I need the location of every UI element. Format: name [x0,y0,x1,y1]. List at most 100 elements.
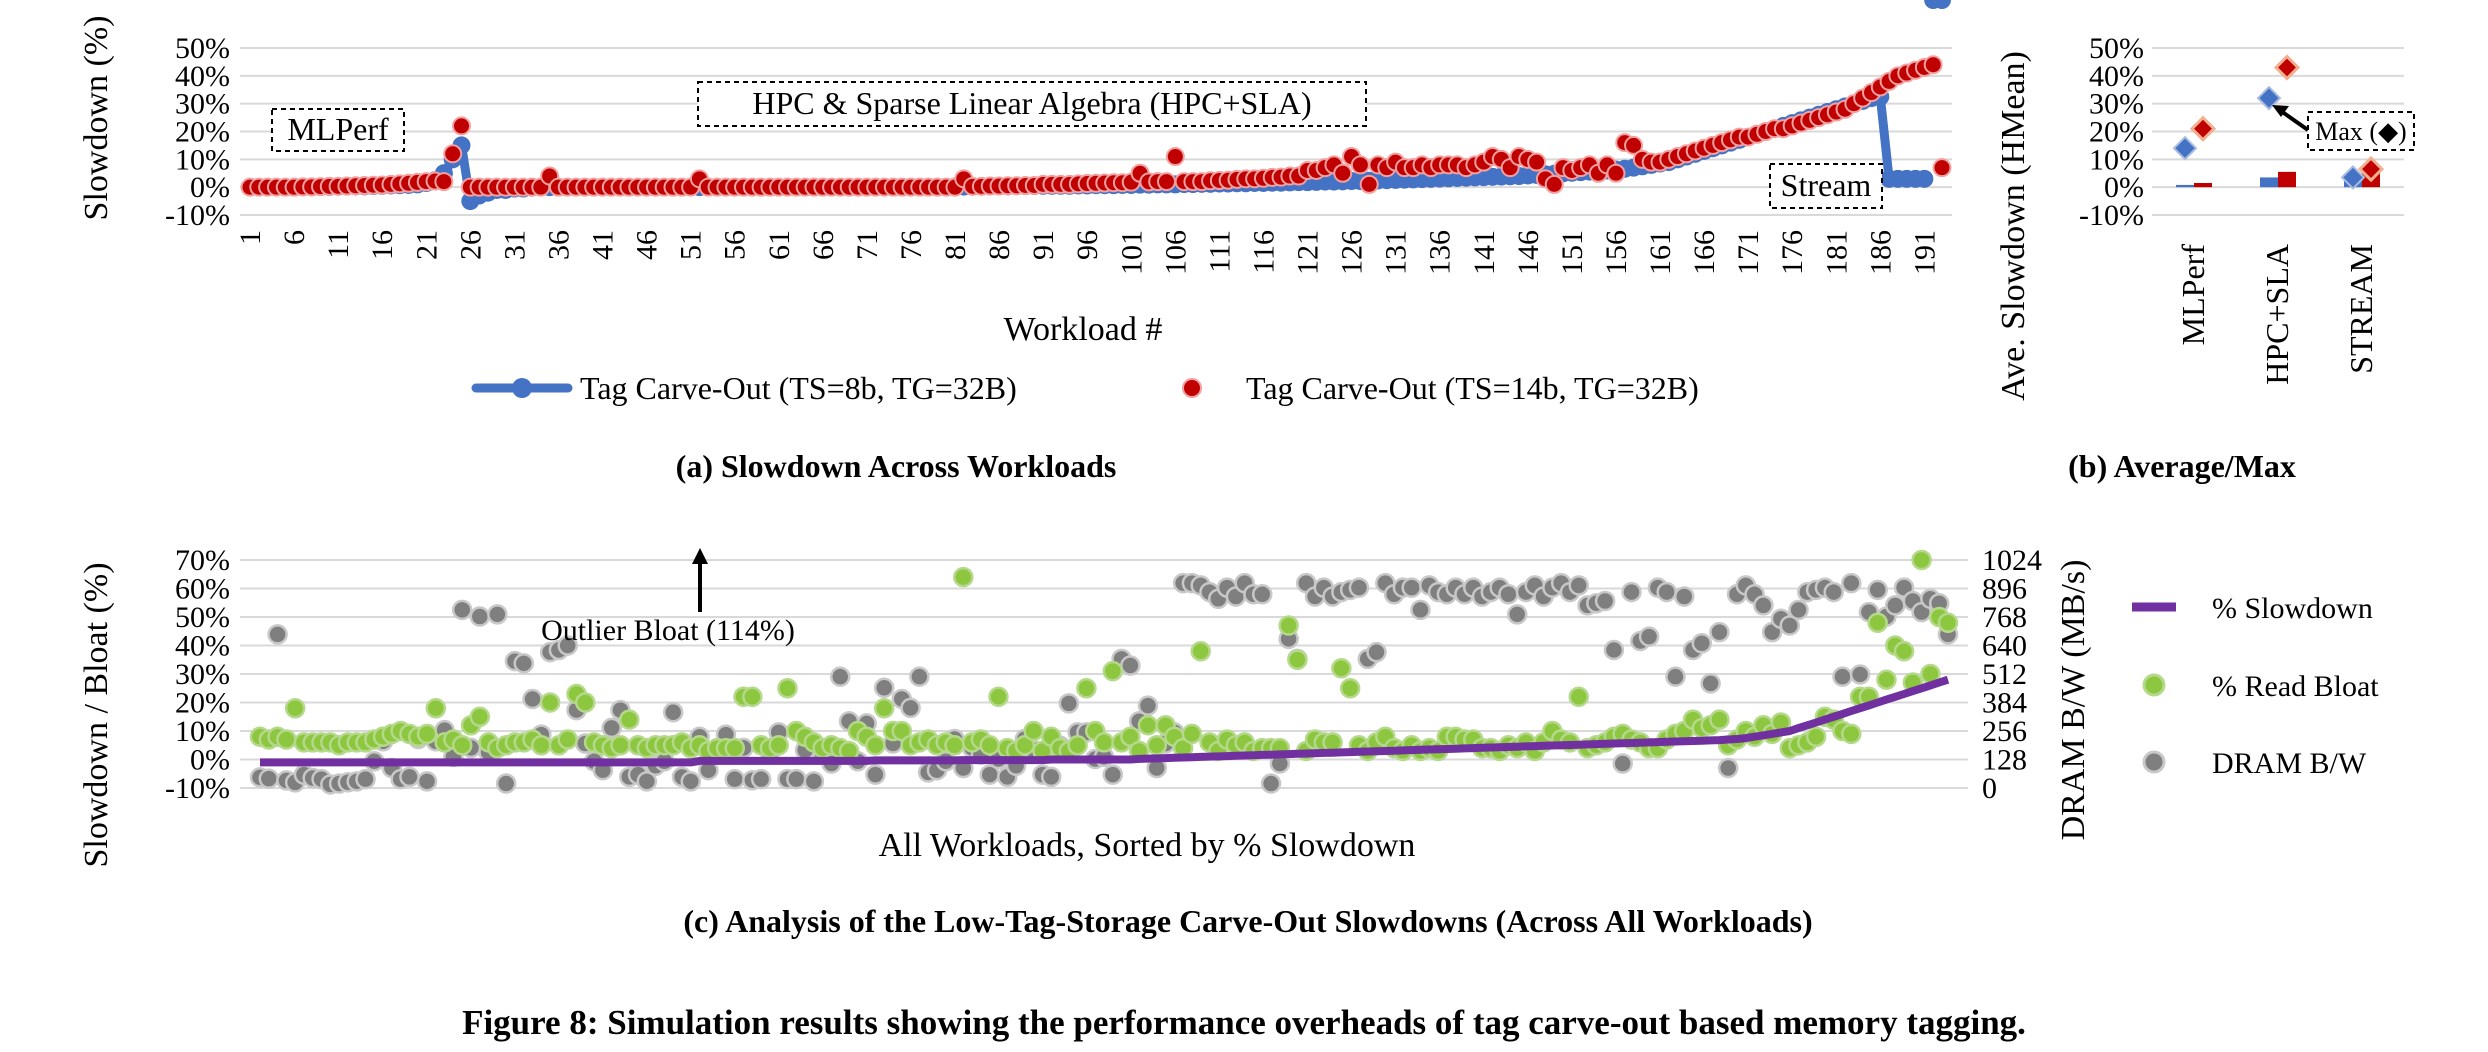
panel-c-point-dram-bw [416,771,438,792]
panel-c-point-dram-bw [803,771,825,792]
legend-8b-marker [512,378,532,398]
outlier-annotation: Outlier Bloat (114%) [541,614,795,647]
panel-a-legend: Tag Carve-Out (TS=8b, TG=32B) Tag Carve-… [471,370,1699,406]
panel-c-point-read-bloat [1102,660,1124,682]
panel-c-point-dram-bw [1348,577,1370,598]
panel-c-point-read-bloat [425,697,447,719]
panel-b-category-label: HPC+SLA [2259,244,2295,385]
panel-c-point-dram-bw [1700,673,1721,694]
legend-read-bloat-marker [2142,673,2166,697]
panel-a-x-tick: 21 [410,230,443,260]
panel-c-point-read-bloat [276,729,297,750]
panel-b-max-8b [2256,85,2282,111]
panel-c-point-read-bloat [1093,732,1115,753]
panel-c-point-dram-bw [469,606,491,627]
panel-c-point-dram-bw [487,604,508,625]
panel-c-point-dram-bw [1717,757,1739,779]
panel-c-y-tick: 20% [175,687,230,720]
panel-c-point-dram-bw [258,768,280,789]
panel-c-point-dram-bw [680,771,702,792]
panel-b-max-14b [2357,155,2385,183]
panel-a-point-8b [1933,0,1951,9]
panel-c-point-read-bloat [610,735,631,756]
panel-a-x-tick: 36 [542,230,575,260]
panel-a-y-tick: 0% [190,171,230,204]
panel-b-bar-14b [2278,171,2296,188]
panel-c-point-read-bloat [1709,709,1730,730]
panel-a-point-14b [1544,174,1564,194]
panel-c-point-read-bloat [1076,678,1097,699]
panel-c-point-dram-bw [1638,626,1660,647]
panel-c-point-dram-bw [1867,579,1888,601]
panel-c-point-dram-bw [1656,581,1677,603]
panel-c-point-read-bloat [284,697,306,719]
panel-a-x-tick: 81 [939,230,972,260]
panel-c-point-dram-bw [1779,615,1800,636]
panel-a-x-tick: 141 [1468,230,1501,275]
panel-a-x-tick: 171 [1732,230,1765,275]
panel-c-right-y-tick: 896 [1982,573,2027,606]
panel-c-point-read-bloat [1911,549,1932,571]
panel-c-point-read-bloat [1137,715,1159,736]
panel-c-point-dram-bw [1621,581,1642,603]
panel-c-point-read-bloat [539,692,561,713]
panel-c-legend: % Slowdown % Read Bloat DRAM B/W [2132,592,2379,780]
panel-c-point-dram-bw [1849,664,1871,685]
panel-a-x-tick: 151 [1556,230,1589,275]
panel-c-caption: (c) Analysis of the Low-Tag-Storage Carv… [683,903,1812,939]
panel-a-x-tick: 136 [1424,230,1457,275]
panel-c-point-dram-bw [786,768,807,790]
panel-c-point-dram-bw [830,666,851,687]
annotation-hpc-sla: HPC & Sparse Linear Algebra (HPC+SLA) [752,85,1311,121]
panel-b-y-tick-labels: -10%0%10%20%30%40%50% [2079,32,2144,232]
panel-b-y-tick: 10% [2089,143,2144,176]
panel-c-point-dram-bw [495,773,517,794]
panel-a-point-14b [1165,147,1185,167]
panel-a-x-tick: 111 [1203,230,1236,273]
panel-b-category-labels: MLPerf HPC+SLA STREAM [2175,244,2379,385]
annotation-stream: Stream [1781,167,1872,203]
panel-c-point-dram-bw [1410,599,1431,621]
panel-b-y-tick: 30% [2089,88,2144,121]
legend-dram-bw-label: DRAM B/W [2212,747,2367,780]
panel-a-x-tick: 126 [1336,230,1369,275]
figure-caption: Figure 8: Simulation results showing the… [462,1003,2026,1042]
panel-c-y-axis-label: Slowdown / Bloat (%) [78,562,115,867]
legend-slowdown-label: % Slowdown [2212,592,2373,625]
legend-read-bloat-label: % Read Bloat [2212,670,2379,703]
annotation-mlperf-box [271,108,405,152]
panel-c-right-y-tick: 384 [1982,687,2027,720]
panel-a-x-tick: 71 [851,230,884,260]
panel-c-point-dram-bw [1603,639,1625,661]
panel-a-x-tick: 156 [1600,230,1633,275]
panel-a-y-tick: 50% [175,32,230,65]
legend-dram-bw-marker [2142,750,2166,774]
panel-c-point-dram-bw [873,677,895,699]
panel-a-x-axis-label: Workload # [1004,311,1163,348]
panel-a-x-tick: 51 [675,230,708,260]
panel-a-point-14b [1606,163,1626,183]
panel-c-point-dram-bw [1058,693,1080,714]
panel-c-y-tick: 40% [175,630,230,663]
panel-b-category-label: STREAM [2343,244,2379,374]
panel-b-bar-14b [2194,182,2212,188]
panel-c-y-tick-labels: -10%0%10%20%30%40%50%60%70% [165,544,230,805]
panel-c-point-read-bloat [1146,735,1167,756]
panel-c-point-read-bloat [1867,612,1888,633]
panel-c-point-dram-bw [1102,764,1124,785]
panel-a-x-tick: 31 [498,230,531,260]
panel-a-y-tick: -10% [165,199,230,232]
panel-c-point-read-bloat [953,566,974,588]
panel-a-x-tick: 86 [983,230,1016,260]
panel-c-point-read-bloat [1287,649,1308,670]
panel-c-point-dram-bw [355,768,376,790]
panel-a-point-14b [1333,163,1353,183]
panel-c-point-read-bloat [1937,612,1959,633]
panel-a-y-tick: 40% [175,60,230,93]
panel-c-point-dram-bw [636,771,658,792]
panel-c-point-read-bloat [1805,726,1827,747]
annotation-max-arrowhead [2272,105,2289,117]
annotation-stream-box [1769,163,1883,209]
